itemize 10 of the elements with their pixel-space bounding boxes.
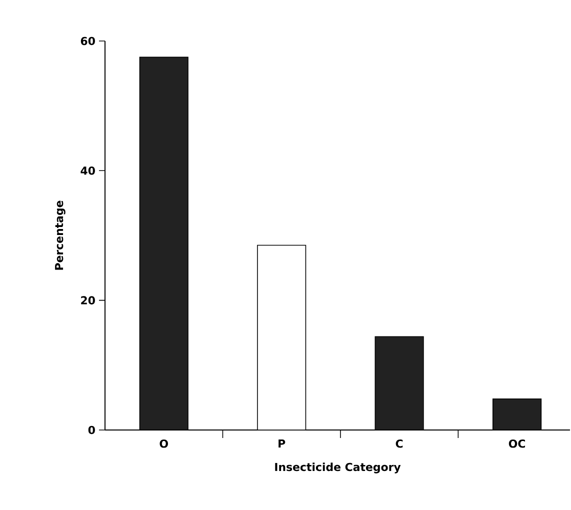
y-tick-label: 0: [88, 426, 95, 434]
y-tick-label: 40: [80, 166, 95, 175]
x-tick-label: P: [278, 440, 286, 448]
x-axis-title: Insecticide Category: [275, 462, 401, 474]
y-axis-title: Percentage: [55, 200, 66, 270]
x-tick-label: OC: [508, 440, 526, 448]
y-tick-label: 60: [80, 36, 95, 46]
y-tick-label: 20: [81, 296, 95, 304]
x-tick-label: C: [396, 440, 403, 448]
x-tick-label: O: [160, 440, 168, 448]
